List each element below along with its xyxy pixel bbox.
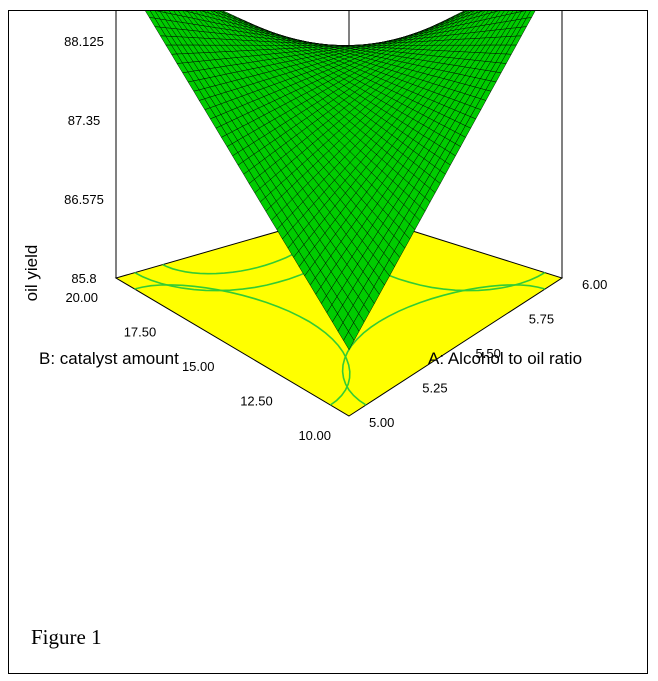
tick-labels: 88.988.12587.3586.57585.85.005.255.505.7…	[64, 34, 607, 443]
x-tick-label: 6.00	[582, 277, 607, 292]
x-axis-label: A: Alcohol to oil ratio	[428, 349, 582, 368]
figure-caption: Figure 1	[31, 625, 102, 649]
figure-frame: 88.988.12587.3586.57585.85.005.255.505.7…	[8, 10, 648, 674]
y-tick-label: 12.50	[240, 394, 273, 409]
response-surface	[145, 11, 536, 351]
x-tick-label: 5.25	[422, 381, 447, 396]
surface-plot: 88.988.12587.3586.57585.85.005.255.505.7…	[22, 11, 607, 443]
z-tick-label: 87.35	[68, 113, 101, 128]
y-axis-label: B: catalyst amount	[39, 349, 179, 368]
z-tick-label: 88.125	[64, 34, 104, 49]
z-tick-label: 85.8	[71, 271, 96, 286]
contour-line	[134, 284, 351, 406]
x-tick-label: 5.50	[476, 346, 501, 361]
contour-line	[341, 284, 546, 406]
surface-cell	[343, 331, 355, 351]
y-tick-label: 20.00	[65, 290, 98, 305]
x-tick-label: 5.75	[529, 312, 554, 327]
y-tick-label: 10.00	[298, 428, 331, 443]
y-tick-label: 15.00	[182, 359, 215, 374]
y-tick-label: 17.50	[124, 325, 157, 340]
z-axis-label: oil yield	[22, 245, 41, 302]
x-tick-label: 5.00	[369, 415, 394, 430]
z-tick-label: 86.575	[64, 192, 104, 207]
